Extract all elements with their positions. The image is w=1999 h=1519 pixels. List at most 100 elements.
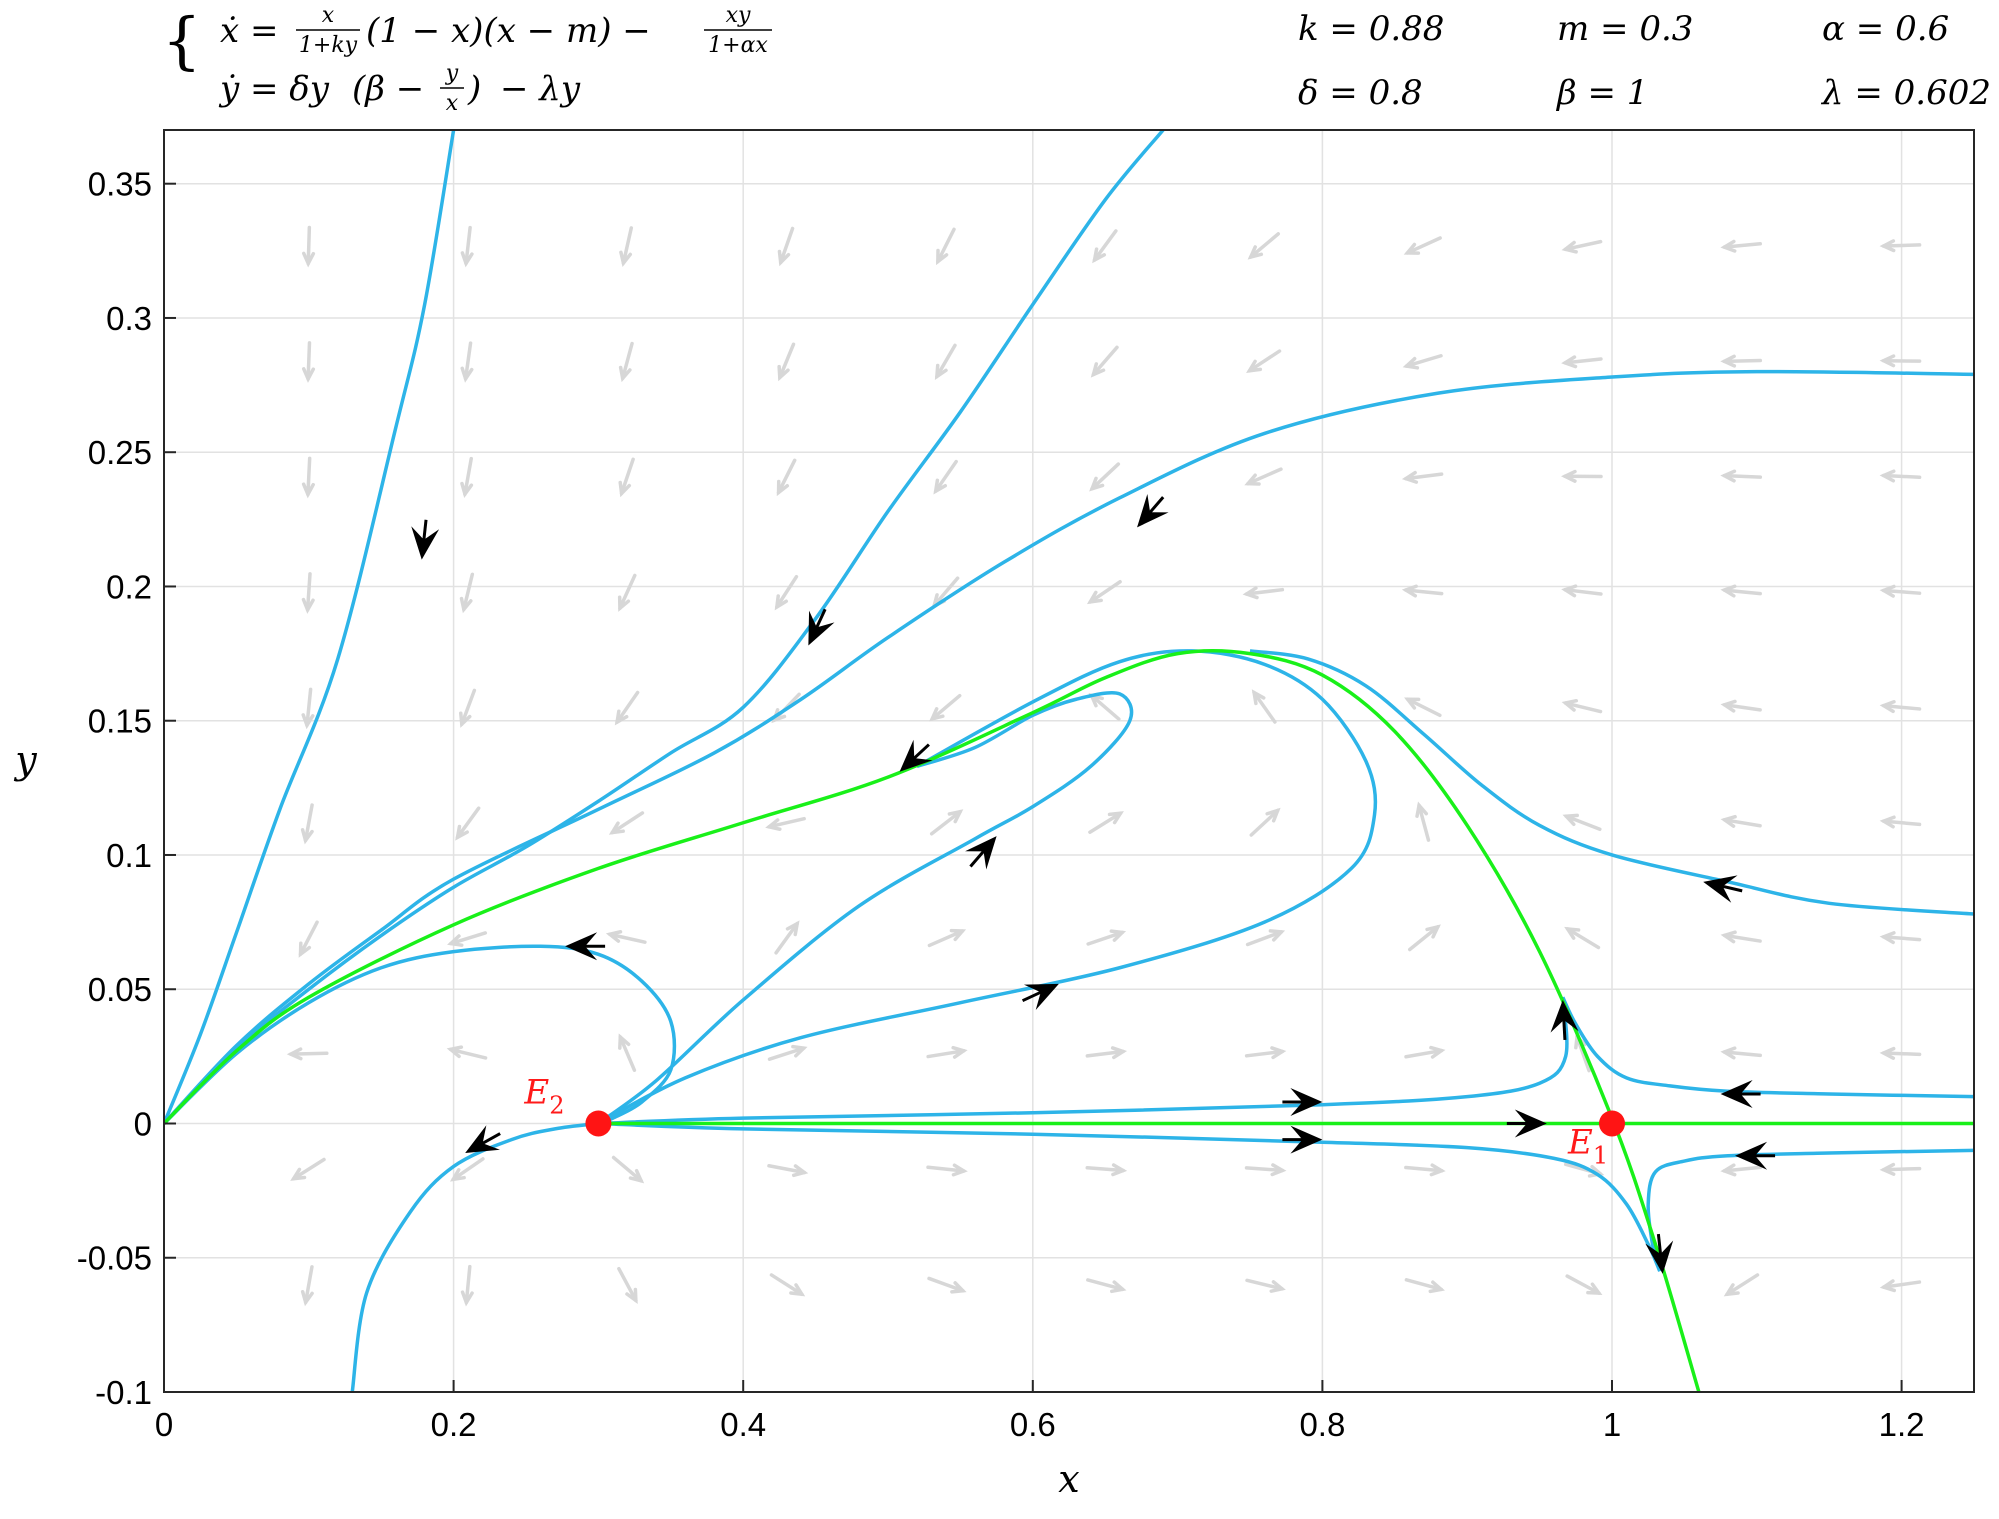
vector-field-arrow	[1242, 586, 1285, 600]
ydot-tail: − λy	[500, 69, 581, 109]
vector-field-arrow	[1401, 470, 1444, 484]
vector-field-arrow	[774, 920, 800, 955]
trajectory-traj-6	[597, 690, 1134, 1125]
y-tick-label: 0.25	[88, 434, 152, 471]
vector-field-arrow	[301, 687, 315, 730]
direction-arrow	[1137, 494, 1169, 528]
vector-field-arrow	[1561, 355, 1603, 369]
vector-field-arrow	[449, 1157, 485, 1182]
y-tick-label: 0.1	[106, 837, 152, 874]
vector-field-arrow	[460, 341, 474, 383]
direction-arrow	[1282, 1088, 1323, 1117]
trajectory-traj-7	[597, 649, 1378, 1126]
vector-field-arrow	[1561, 239, 1603, 254]
direction-arrow	[1645, 1233, 1674, 1274]
vector-field-arrow	[300, 1265, 314, 1307]
vector-field-arrow	[1244, 1046, 1287, 1060]
y-tick-label: -0.1	[95, 1374, 152, 1411]
trajectory-traj-3	[164, 130, 1165, 1125]
vector-field-arrow	[1879, 1162, 1922, 1176]
equilibrium-label-subscript: 1	[1593, 1141, 1608, 1169]
direction-arrow	[965, 836, 997, 870]
vector-field-arrow	[776, 458, 797, 497]
vector-field-arrow	[301, 572, 315, 614]
vector-field-arrow	[617, 1266, 638, 1305]
vector-field-arrow	[1561, 469, 1603, 483]
param-beta: β = 1	[1555, 73, 1648, 113]
ydot-open: (β −	[352, 69, 424, 109]
vector-field-arrow	[774, 574, 799, 611]
vector-field-arrow	[1879, 700, 1922, 714]
vector-field-arrow	[1879, 931, 1922, 945]
direction-arrow	[1720, 1079, 1761, 1108]
vector-field-arrow	[1408, 924, 1441, 952]
vector-field-arrow	[1562, 813, 1602, 832]
vector-field-arrow	[934, 343, 957, 380]
vector-field-arrow	[1251, 689, 1277, 724]
vector-field-arrow	[1245, 1278, 1286, 1293]
direction-arrow	[565, 932, 606, 961]
ydot-frac-den: x	[446, 91, 459, 116]
vector-field-arrow	[1404, 1278, 1445, 1294]
vector-field-arrow	[1879, 584, 1922, 598]
y-axis-label: y	[13, 738, 37, 782]
vector-field-arrow	[1404, 697, 1442, 718]
direction-arrow	[1703, 875, 1743, 903]
equilibrium-label: E2	[523, 1072, 564, 1119]
vector-field	[286, 225, 1922, 1307]
vector-field-arrow	[459, 688, 477, 728]
x-tick-label: 1	[1603, 1406, 1621, 1443]
vector-field-arrow	[1086, 579, 1122, 605]
x-tick-label: 0.8	[1299, 1406, 1345, 1443]
vector-field-arrow	[1090, 345, 1119, 378]
vector-field-arrow	[1879, 1279, 1922, 1293]
equilibrium-label-subscript: 2	[549, 1091, 564, 1119]
trajectory-traj-8	[1249, 649, 1974, 916]
vector-field-arrow	[302, 225, 316, 268]
vector-field-arrow	[618, 341, 634, 383]
ydot-close: )	[467, 69, 481, 109]
vector-field-arrow	[1086, 1278, 1127, 1294]
vector-field-arrow	[447, 931, 488, 947]
direction-arrow	[1550, 999, 1579, 1040]
vector-field-arrow	[459, 572, 475, 614]
y-tick-label: 0.15	[88, 703, 152, 740]
trajectory-traj-1	[350, 1121, 599, 1392]
xdot-frac1-num: x	[322, 3, 335, 28]
y-tick-label: 0.2	[106, 568, 152, 605]
vector-field-arrow	[936, 227, 956, 266]
vector-field-arrow	[1879, 1046, 1922, 1060]
vector-field-arrow	[1565, 1274, 1603, 1296]
vector-field-arrow	[619, 226, 634, 267]
plot-frame	[163, 129, 1975, 1393]
system-brace: {	[162, 4, 201, 77]
vector-field-arrow	[1247, 232, 1281, 260]
param-m: m = 0.3	[1557, 9, 1693, 49]
direction-arrow	[1282, 1125, 1323, 1154]
vector-field-arrow	[1085, 1046, 1128, 1060]
vector-field-arrow	[1092, 229, 1118, 264]
direction-arrow	[411, 519, 440, 560]
direction-arrow	[808, 608, 835, 646]
vector-field-arrow	[1879, 354, 1922, 368]
vector-field-arrow	[777, 342, 796, 382]
direction-arrow	[1506, 1109, 1547, 1138]
y-tick-label: 0	[134, 1105, 152, 1142]
vector-field-arrow	[1089, 462, 1121, 492]
vector-field-arrow	[1561, 584, 1603, 598]
vector-field-arrow	[929, 809, 964, 836]
vector-field-arrow	[1246, 349, 1282, 373]
y-tick-label: 0.3	[106, 300, 152, 337]
vector-field-arrow	[1879, 239, 1922, 253]
vector-field-arrow	[1561, 698, 1603, 714]
vector-field-arrow	[1249, 807, 1281, 837]
vector-field-arrow	[1088, 811, 1124, 835]
vector-field-arrow	[927, 1276, 967, 1294]
vector-field-arrow	[460, 225, 474, 268]
vector-field-arrow	[301, 341, 316, 383]
vector-field-arrow	[767, 1044, 808, 1061]
vector-field-arrow	[1720, 1163, 1762, 1177]
vector-field-arrow	[605, 930, 647, 944]
trajectory-traj-9	[598, 997, 1569, 1126]
